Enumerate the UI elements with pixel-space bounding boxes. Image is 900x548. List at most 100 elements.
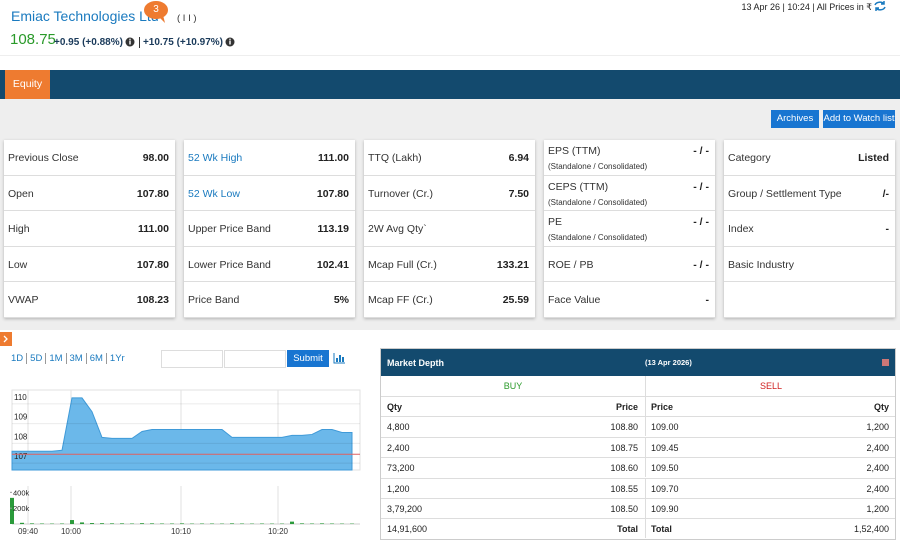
summary-card: TTQ (Lakh) 6.94 Turnover (Cr.) 7.50 2W Avg Q… <box>364 140 535 318</box>
archives-button[interactable]: Archives <box>771 110 819 128</box>
row-label[interactable]: 52 Wk Low <box>188 187 240 200</box>
date-input[interactable] <box>224 350 286 368</box>
row-value: 111.00 <box>138 223 169 236</box>
depth-cell: 108.50 <box>610 503 638 514</box>
badge-bubble <box>144 1 168 23</box>
depth-row: 4,800 108.80 109.00 1,200 <box>381 417 895 438</box>
depth-cell: 109.90 <box>651 503 679 514</box>
summary-row: High 111.00 <box>4 211 175 247</box>
row-value: 113.19 <box>317 223 349 236</box>
summary-card: 52 Wk High 111.00 52 Wk Low 107.80 Upper Pri… <box>184 140 355 318</box>
depth-cell: Price <box>615 402 638 412</box>
row-value: 107.80 <box>136 258 169 271</box>
change-row: +0.95 (+0.88%) +10.75 (+10.97%) <box>54 36 237 48</box>
row-value: - <box>885 223 890 236</box>
depth-cell: Total <box>617 524 638 535</box>
expand-toggle[interactable] <box>0 332 12 346</box>
info-icon[interactable] <box>123 36 137 48</box>
refresh-icon[interactable] <box>873 0 887 12</box>
market-depth: Market Depth (13 Apr 2026) BUY SELL Qty Price… <box>380 348 896 540</box>
row-label: High <box>8 223 30 236</box>
row-label: Index <box>728 223 754 236</box>
column-divider <box>645 417 646 437</box>
summary-row <box>724 282 895 318</box>
y-tick-label: 109 <box>14 413 28 422</box>
row-value: - / - <box>693 258 709 271</box>
summary-row: 52 Wk Low 107.80 <box>184 176 355 212</box>
summary-row: Face Value - <box>544 282 715 318</box>
summary-row: ROE / PB - / - <box>544 247 715 283</box>
summary-row: Open 107.80 <box>4 176 175 212</box>
volume-bar <box>90 523 94 524</box>
depth-cell: 109.70 <box>651 483 679 494</box>
period-link[interactable]: 1Yr <box>105 353 128 364</box>
row-label: Price Band <box>188 294 240 307</box>
column-divider <box>645 458 646 478</box>
volume-bar <box>100 523 104 524</box>
row-sublabel: (Standalone / Consolidated) <box>548 162 648 171</box>
y-tick-label: 110 <box>14 393 27 402</box>
column-divider <box>645 478 646 498</box>
period-link[interactable]: 5D <box>26 353 45 364</box>
row-value: - / - <box>693 180 709 193</box>
depth-cell: Total <box>651 524 672 535</box>
row-value: /- <box>882 187 889 200</box>
summary-row: Category Listed <box>724 140 895 176</box>
row-label[interactable]: 52 Wk High <box>188 152 243 164</box>
row-value: 98.00 <box>142 152 169 164</box>
y-tick-label: 400k <box>13 488 30 497</box>
summary-row: Low 107.80 <box>4 247 175 283</box>
depth-cell: 109.00 <box>651 422 679 433</box>
row-label: Face Value <box>548 294 601 307</box>
row-value: Listed <box>858 152 889 164</box>
depth-cell: Qty <box>387 402 403 412</box>
summary-row: Upper Price Band 113.19 <box>184 211 355 247</box>
watchlist-button[interactable]: Add to Watch list <box>823 110 895 128</box>
summary-row: CEPS (TTM) (Standalone / Consolidated) - /… <box>544 176 715 212</box>
row-value: 111.00 <box>318 152 349 164</box>
row-value: 108.23 <box>136 294 169 307</box>
summary-row: Basic Industry <box>724 247 895 283</box>
period-link[interactable]: 1D <box>11 353 24 364</box>
summary-row: Lower Price Band 102.41 <box>184 247 355 283</box>
info-icon[interactable] <box>223 36 237 48</box>
volume-bar <box>20 522 24 524</box>
last-price: 108.75 <box>10 31 56 48</box>
depth-cell: 108.80 <box>610 422 638 433</box>
row-label: ROE / PB <box>548 258 594 271</box>
depth-cell: 2,400 <box>866 442 889 453</box>
chart-icon[interactable] <box>333 352 346 364</box>
summary-row: Previous Close 98.00 <box>4 140 175 176</box>
company-name[interactable]: Emiac Technologies Ltd <box>11 8 159 24</box>
price-area <box>11 397 353 471</box>
scrip-code: ( I I ) <box>177 13 197 24</box>
period-link[interactable]: 6M <box>85 353 106 364</box>
summary-row: 2W Avg Qty` <box>364 211 535 247</box>
depth-cell: 109.50 <box>651 463 679 474</box>
depth-cell: 2,400 <box>387 442 410 453</box>
summary-row: Index - <box>724 211 895 247</box>
tab[interactable]: Equity <box>5 70 50 99</box>
summary-row: TTQ (Lakh) 6.94 <box>364 140 535 176</box>
x-tick-label: 10:10 <box>171 527 192 536</box>
depth-cell: 14,91,600 <box>387 524 428 535</box>
volume-bar <box>320 523 324 524</box>
row-label: Previous Close <box>8 152 79 164</box>
row-value: 7.50 <box>508 187 529 200</box>
depth-row: 73,200 108.60 109.50 2,400 <box>381 458 895 479</box>
depth-icon[interactable] <box>882 359 889 366</box>
row-value: 25.59 <box>502 294 529 307</box>
period-link[interactable]: 3M <box>65 353 86 364</box>
summary-row: Mcap FF (Cr.) 25.59 <box>364 282 535 318</box>
summary-row: EPS (TTM) (Standalone / Consolidated) - / … <box>544 140 715 176</box>
depth-cell: Price <box>651 402 674 412</box>
date-input[interactable] <box>161 350 223 368</box>
submit-button[interactable]: Submit <box>287 350 329 367</box>
x-tick-label: 10:00 <box>61 527 82 536</box>
depth-cell: 1,200 <box>866 422 889 433</box>
period-link[interactable]: 1M <box>45 353 65 364</box>
row-label: EPS (TTM) <box>548 145 601 157</box>
depth-row: 2,400 108.75 109.45 2,400 <box>381 437 895 459</box>
depth-cell: 108.75 <box>610 442 638 453</box>
